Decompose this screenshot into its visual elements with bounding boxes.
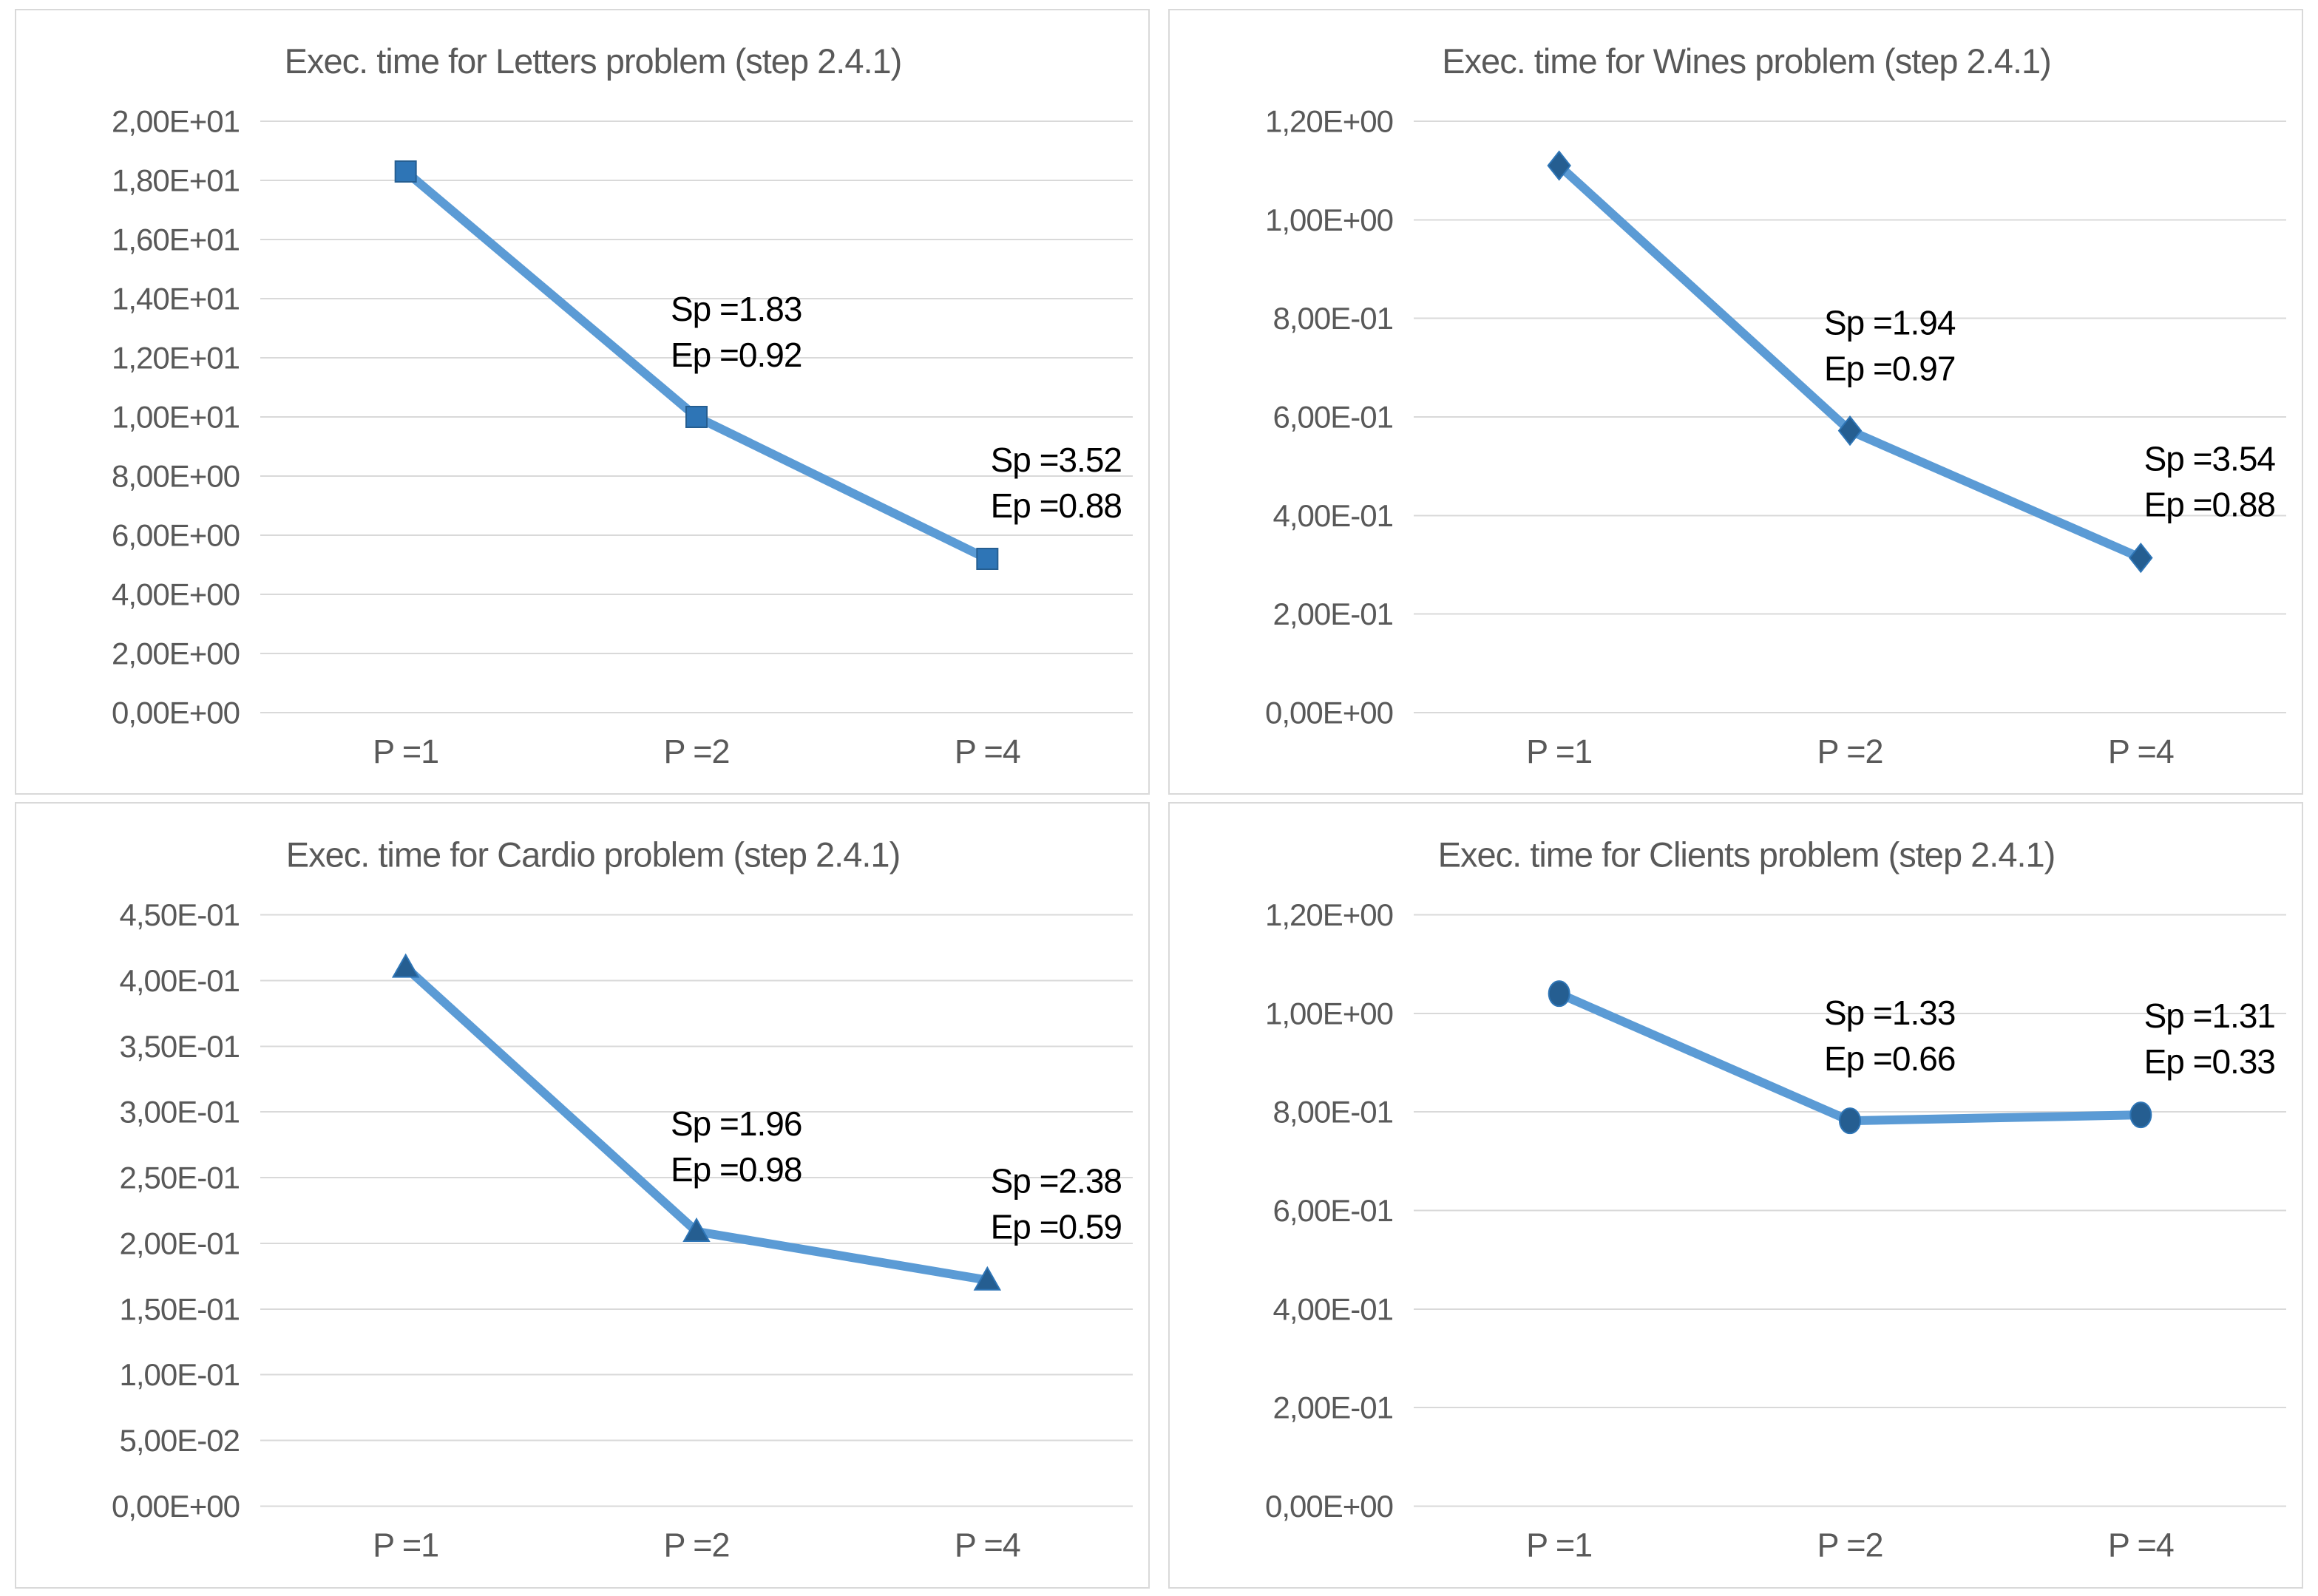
y-tick-label: 3,50E-01	[120, 1029, 240, 1064]
data-point-marker	[1548, 980, 1570, 1008]
y-tick-label: 8,00E+00	[112, 459, 240, 494]
y-tick-label: 1,00E-01	[120, 1357, 240, 1392]
annotation-line: Sp =1.33	[1824, 994, 1955, 1032]
y-tick-label: 1,50E-01	[120, 1291, 240, 1326]
y-tick-label: 1,20E+00	[1265, 897, 1393, 932]
annotation-line: Ep =0.66	[1824, 1039, 1955, 1078]
x-axis-label: P =1	[1526, 733, 1592, 770]
annotation-line: Sp =3.52	[991, 441, 1122, 479]
y-tick-label: 6,00E-01	[1273, 400, 1393, 435]
y-tick-label: 2,00E+00	[112, 636, 240, 671]
data-point-marker	[973, 1266, 1002, 1291]
chart-title: Exec. time for Letters problem (step 2.4…	[285, 41, 902, 81]
annotation-line: Ep =0.92	[671, 336, 802, 374]
x-axis-label: P =4	[2108, 1527, 2174, 1564]
y-tick-label: 5,00E-02	[120, 1423, 240, 1458]
y-tick-label: 1,20E+00	[1265, 104, 1393, 139]
annotation-line: Ep =0.59	[991, 1208, 1122, 1246]
x-axis-label: P =2	[663, 1527, 729, 1564]
x-axis-label: P =1	[1526, 1527, 1592, 1564]
x-axis-label: P =1	[373, 733, 438, 770]
annotation-line: Ep =0.88	[2144, 486, 2275, 524]
data-point-marker	[1547, 150, 1571, 181]
y-tick-label: 8,00E-01	[1273, 301, 1393, 336]
y-tick-label: 2,00E-01	[1273, 1390, 1393, 1425]
data-point-marker	[1839, 1107, 1861, 1135]
data-point-marker	[2129, 543, 2153, 574]
x-axis-label: P =4	[955, 733, 1020, 770]
chart-panel-wines: Exec. time for Wines problem (step 2.4.1…	[1168, 9, 2303, 795]
x-axis-label: P =2	[1817, 1527, 1882, 1564]
y-tick-label: 1,00E+00	[1265, 996, 1393, 1030]
y-tick-label: 3,00E-01	[120, 1095, 240, 1130]
chart-panel-clients: Exec. time for Clients problem (step 2.4…	[1168, 802, 2303, 1589]
y-tick-label: 8,00E-01	[1273, 1095, 1393, 1130]
y-tick-label: 1,00E+01	[112, 400, 240, 435]
data-point-marker	[2129, 1101, 2152, 1129]
y-tick-label: 4,50E-01	[120, 897, 240, 932]
annotation-line: Ep =0.98	[671, 1150, 802, 1189]
x-axis-label: P =4	[955, 1527, 1020, 1564]
data-point-marker	[394, 160, 417, 183]
y-tick-label: 1,60E+01	[112, 223, 240, 257]
chart-panel-cardio: Exec. time for Cardio problem (step 2.4.…	[15, 802, 1150, 1589]
y-tick-label: 4,00E-01	[1273, 1291, 1393, 1326]
y-tick-label: 6,00E+00	[112, 518, 240, 553]
y-tick-label: 0,00E+00	[1265, 696, 1393, 730]
x-axis-label: P =2	[663, 733, 729, 770]
y-tick-label: 0,00E+00	[112, 1489, 240, 1524]
y-tick-label: 4,00E-01	[1273, 498, 1393, 533]
annotation-line: Sp =1.94	[1824, 304, 1956, 342]
wines-chart: Exec. time for Wines problem (step 2.4.1…	[1265, 41, 2286, 770]
y-tick-label: 4,00E+00	[112, 577, 240, 612]
chart-title: Exec. time for Cardio problem (step 2.4.…	[286, 835, 900, 875]
data-point-marker	[976, 548, 999, 570]
y-tick-label: 2,00E+01	[112, 104, 240, 139]
letters-chart: Exec. time for Letters problem (step 2.4…	[112, 41, 1133, 770]
annotation-line: Ep =0.88	[991, 486, 1122, 525]
data-point-marker	[1837, 415, 1863, 446]
chart-title: Exec. time for Wines problem (step 2.4.1…	[1442, 41, 2051, 81]
annotation-line: Ep =0.97	[1824, 350, 1955, 388]
chart-panel-letters: Exec. time for Letters problem (step 2.4…	[15, 9, 1150, 795]
annotation-line: Sp =2.38	[991, 1162, 1122, 1201]
y-tick-label: 1,00E+00	[1265, 203, 1393, 237]
y-tick-label: 1,80E+01	[112, 163, 240, 198]
y-tick-label: 6,00E-01	[1273, 1193, 1393, 1228]
y-tick-label: 2,50E-01	[120, 1161, 240, 1195]
y-tick-label: 2,00E-01	[120, 1226, 240, 1260]
x-axis-label: P =1	[373, 1527, 438, 1564]
y-tick-label: 2,00E-01	[1273, 597, 1393, 631]
annotation-line: Sp =3.54	[2144, 440, 2276, 478]
annotation-line: Ep =0.33	[2144, 1042, 2275, 1081]
annotation-line: Sp =1.96	[671, 1104, 802, 1143]
y-tick-label: 1,40E+01	[112, 282, 240, 316]
x-axis-label: P =4	[2108, 733, 2174, 770]
y-tick-label: 0,00E+00	[1265, 1489, 1393, 1524]
cardio-chart: Exec. time for Cardio problem (step 2.4.…	[112, 835, 1133, 1564]
chart-title: Exec. time for Clients problem (step 2.4…	[1438, 835, 2056, 875]
clients-chart: Exec. time for Clients problem (step 2.4…	[1265, 835, 2286, 1564]
y-tick-label: 4,00E-01	[120, 963, 240, 998]
data-point-marker	[685, 406, 708, 428]
data-point-marker	[391, 953, 420, 978]
y-tick-label: 1,20E+01	[112, 341, 240, 376]
annotation-line: Sp =1.83	[671, 290, 802, 328]
charts-grid: Exec. time for Letters problem (step 2.4…	[15, 9, 2303, 1589]
annotation-line: Sp =1.31	[2144, 996, 2275, 1035]
data-point-marker	[682, 1217, 711, 1242]
x-axis-label: P =2	[1817, 733, 1882, 770]
y-tick-label: 0,00E+00	[112, 696, 240, 730]
